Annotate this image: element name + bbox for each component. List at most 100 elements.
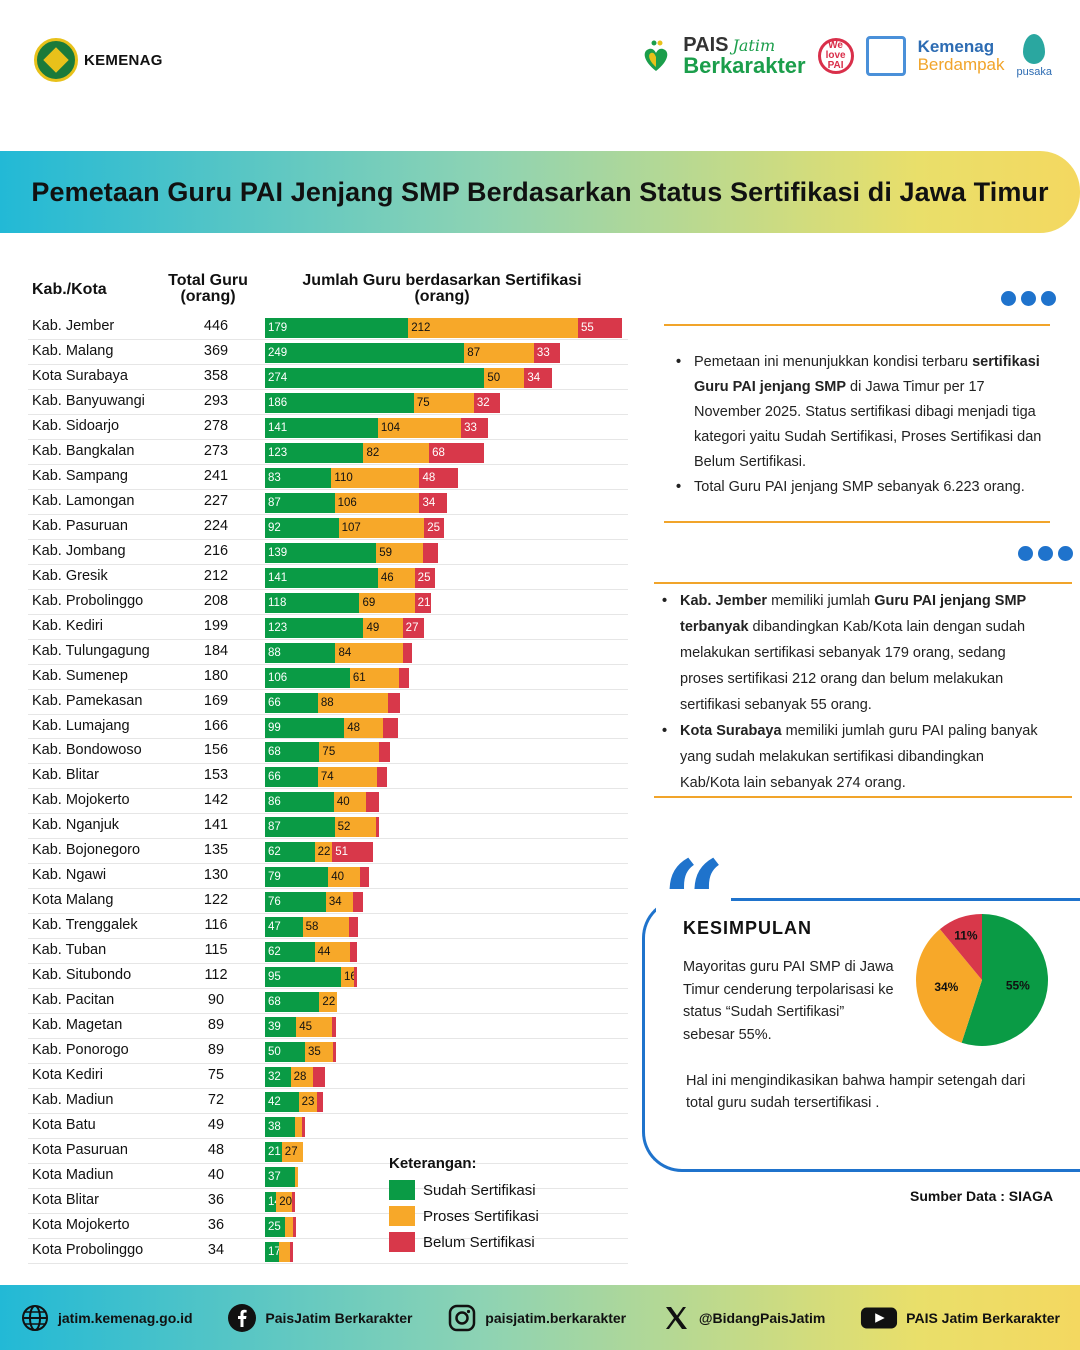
bar-segment-proses <box>278 1241 290 1262</box>
bar-segment-proses: 16 <box>341 967 354 988</box>
bar-segment-proses: 212 <box>408 318 578 338</box>
table-row: Kab. Ponorogo 89 50 35 <box>28 1039 628 1065</box>
page-title: Pemetaan Guru PAI Jenjang SMP Berdasarka… <box>31 176 1049 207</box>
bar-segment-sudah: 39 <box>265 1017 297 1038</box>
footer-web[interactable]: jatim.kemenag.go.id <box>20 1303 193 1333</box>
bar-segment-belum <box>377 767 388 788</box>
total-value: 135 <box>203 842 229 859</box>
bar-segment-proses: 107 <box>338 517 425 538</box>
partner-logos: PAIS Jatim Berkarakter We love PAI Kemena… <box>641 34 1052 78</box>
region-name: Kab. Tulungagung <box>32 642 150 659</box>
bar-segment-belum <box>376 817 380 838</box>
total-value: 112 <box>204 967 228 984</box>
bar-segment-proses: 88 <box>317 692 389 713</box>
bar-segment-belum <box>353 967 357 988</box>
region-name: Kota Malang <box>32 892 114 909</box>
table-row: Kab. Lumajang 166 99 48 <box>28 715 628 740</box>
table-row: Kab. Probolinggo 208 118 69 21 <box>28 590 628 615</box>
stacked-bar: 62 22 51 <box>265 842 374 863</box>
stacked-bar: 95 16 <box>265 967 357 988</box>
bar-segment-belum: 25 <box>424 517 445 538</box>
bar-segment-belum <box>349 917 358 938</box>
footer-instagram[interactable]: paisjatim.berkarakter <box>447 1303 626 1333</box>
bar-segment-proses: 75 <box>413 392 474 413</box>
region-name: Kab. Probolinggo <box>32 592 144 609</box>
bar-segment-sudah: 68 <box>265 992 320 1013</box>
table-row: Kota Kediri 75 32 28 <box>28 1064 628 1090</box>
bar-segment-sudah: 106 <box>265 667 350 688</box>
region-name: Kota Probolinggo <box>32 1241 144 1258</box>
table-row: Kab. Ngawi 130 79 40 <box>28 864 628 890</box>
bar-segment-belum <box>289 1241 293 1262</box>
table-row: Kota Blitar 36 1420 <box>28 1189 628 1214</box>
bar-segment-belum <box>313 1067 326 1088</box>
table-row: Kab. Mojokerto 142 86 40 <box>28 789 628 815</box>
divider <box>664 324 1050 326</box>
stacked-bar: 47 58 <box>265 917 358 938</box>
bar-segment-proses: 34 <box>325 892 354 913</box>
bar-segment-belum <box>293 1216 296 1237</box>
table-row: Kota Surabaya 358 274 50 34 <box>28 365 628 390</box>
total-value: 293 <box>203 392 229 409</box>
legend-title: Keterangan: <box>389 1155 477 1172</box>
table-row: Kota Mojokerto 36 25 <box>28 1214 628 1239</box>
table-row: Kab. Sidoarjo 278 141 104 33 <box>28 415 628 440</box>
stacked-bar: 88 84 <box>265 642 413 663</box>
bar-segment-proses: 28 <box>290 1067 314 1088</box>
quote-icon: “ <box>656 846 732 956</box>
bar-segment-belum: 33 <box>461 417 488 438</box>
total-value: 227 <box>203 492 229 509</box>
bar-segment-belum <box>379 742 390 763</box>
bar-segment-belum: 51 <box>332 842 374 863</box>
bar-segment-belum: 32 <box>473 392 500 413</box>
table-row: Kab. Bangkalan 273 123 82 68 <box>28 440 628 465</box>
region-name: Kota Madiun <box>32 1166 114 1183</box>
bar-segment-sudah: 37 <box>265 1166 295 1187</box>
table-row: Kab. Tuban 115 62 44 <box>28 939 628 965</box>
stacked-bar: 66 88 <box>265 692 401 713</box>
legend-item-sudah: Sudah Sertifikasi <box>389 1180 539 1200</box>
pusaka-drop-icon <box>1023 34 1046 64</box>
bar-segment-sudah: 47 <box>265 917 303 938</box>
bar-segment-belum <box>332 1017 337 1038</box>
legend-item-proses: Proses Sertifikasi <box>389 1206 539 1226</box>
stacked-bar: 186 75 32 <box>265 392 500 413</box>
bar-segment-sudah: 17 <box>265 1241 279 1262</box>
stacked-bar: 25 <box>265 1216 296 1237</box>
total-value: 180 <box>203 667 229 684</box>
total-value: 122 <box>203 892 229 909</box>
data-source: Sumber Data : SIAGA <box>910 1188 1054 1204</box>
table-row: Kota Malang 122 76 34 <box>28 889 628 915</box>
bar-segment-sudah: 86 <box>265 792 334 813</box>
kemenag-brand: KEMENAG <box>34 38 163 82</box>
pais-heart-icon <box>644 40 668 71</box>
region-name: Kab. Mojokerto <box>32 792 130 809</box>
bar-segment-belum: 55 <box>577 318 622 338</box>
bar-segment-sudah: 92 <box>265 517 339 538</box>
region-name: Kab. Pasuruan <box>32 517 128 534</box>
bar-segment-belum: 34 <box>524 367 552 388</box>
bar-segment-proses: 35 <box>305 1042 334 1063</box>
bar-segment-proses: 58 <box>302 917 350 938</box>
bar-segment-belum <box>388 692 401 713</box>
bar-segment-proses: 61 <box>349 667 399 688</box>
stacked-bar: 99 48 <box>265 717 398 738</box>
bar-segment-belum: 27 <box>402 617 425 638</box>
footer-x[interactable]: @BidangPaisJatim <box>661 1303 825 1333</box>
table-row: Kab. Situbondo 112 95 16 <box>28 964 628 990</box>
table-row: Kota Madiun 40 37 <box>28 1164 628 1189</box>
bar-segment-belum <box>360 867 370 888</box>
total-value: 156 <box>203 742 229 759</box>
dots-icon <box>1018 546 1073 561</box>
bar-segment-belum <box>423 542 438 563</box>
note-bullet: Kota Surabaya memiliki jumlah guru PAI p… <box>658 718 1043 796</box>
note-bullet: Pemetaan ini menunjukkan kondisi terbaru… <box>672 350 1052 475</box>
region-name: Kab. Bojonegoro <box>32 842 141 859</box>
footer-facebook[interactable]: PaisJatim Berkarakter <box>227 1303 412 1333</box>
stacked-bar: 21 27 <box>265 1141 304 1162</box>
bar-segment-belum <box>398 667 410 688</box>
footer-youtube[interactable]: PAIS Jatim Berkarakter <box>860 1303 1060 1333</box>
bar-segment-belum <box>333 1042 337 1063</box>
divider <box>664 521 1050 523</box>
kemenag-logo-icon <box>34 38 78 82</box>
